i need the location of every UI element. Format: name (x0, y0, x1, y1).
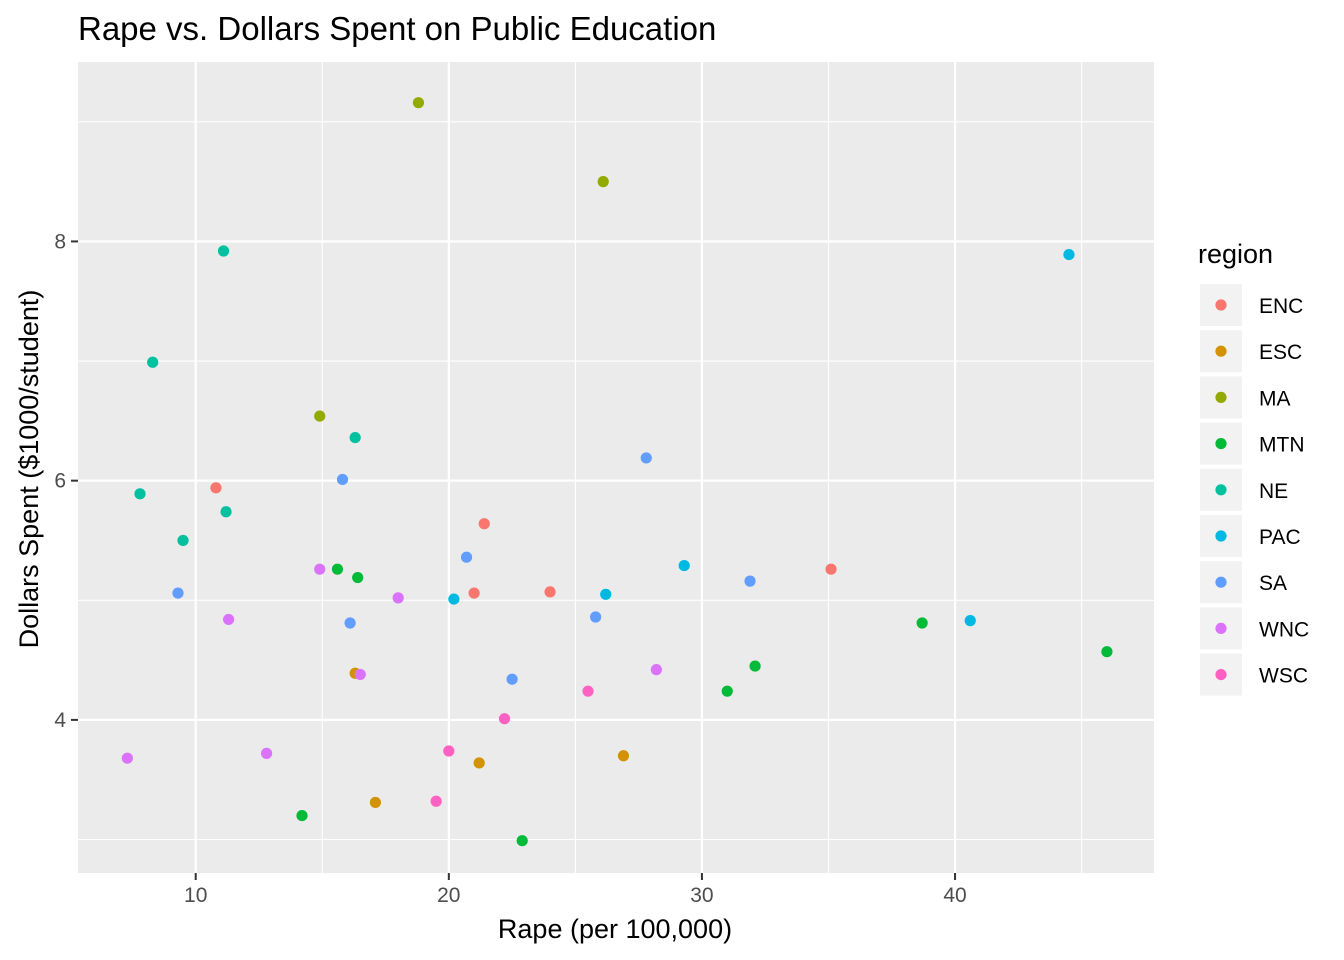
legend-key-pac (1215, 530, 1227, 542)
data-point-ne (177, 534, 189, 547)
data-point-pac (600, 588, 612, 600)
legend-label-ne: NE (1259, 480, 1288, 503)
legend-key-sa (1215, 576, 1227, 588)
legend-label-wnc: WNC (1259, 618, 1309, 641)
x-axis: 10 20 30 40 (184, 873, 967, 907)
data-point-wnc (314, 563, 326, 575)
x-axis-title: Rape (per 100,000) (498, 914, 732, 944)
legend-key-ne (1215, 484, 1227, 496)
legend-title: region (1198, 239, 1273, 269)
data-point-wnc (121, 752, 133, 764)
data-point-wnc (223, 613, 235, 626)
data-point-sa (460, 551, 473, 563)
data-point-ne (217, 245, 230, 257)
y-tick-label: 6 (54, 470, 66, 493)
panel-background (78, 62, 1154, 873)
data-point-sa (506, 673, 518, 685)
x-tick-label: 30 (690, 884, 713, 907)
data-point-esc (473, 757, 485, 769)
x-tick-label: 20 (437, 884, 460, 907)
legend-key-enc (1215, 299, 1227, 311)
data-point-mtn (916, 617, 928, 629)
legend-label-esc: ESC (1259, 341, 1302, 364)
legend-label-ma: MA (1259, 387, 1291, 410)
legend-label-pac: PAC (1259, 526, 1301, 549)
data-point-ne (220, 506, 232, 518)
data-point-ne (147, 356, 159, 368)
data-point-wnc (260, 747, 273, 759)
data-point-mtn (721, 685, 733, 697)
data-point-mtn (296, 809, 308, 822)
data-point-sa (336, 473, 349, 486)
data-point-pac (678, 559, 690, 572)
y-axis-title: Dollars Spent ($1000/student) (14, 290, 44, 649)
y-tick-label: 8 (54, 230, 66, 253)
data-point-esc (617, 750, 630, 762)
data-point-wnc (392, 592, 404, 604)
data-point-enc (478, 518, 490, 530)
data-point-pac (1063, 248, 1075, 261)
data-point-mtn (352, 571, 364, 584)
data-points (121, 97, 1113, 847)
y-axis: 4 6 8 (54, 230, 78, 732)
data-point-ma (412, 97, 425, 109)
legend-key-ma (1215, 391, 1227, 403)
data-point-pac (448, 593, 460, 605)
data-point-wsc (582, 685, 594, 697)
data-point-ma (314, 410, 326, 422)
x-tick-label: 10 (184, 884, 207, 907)
chart-title: Rape vs. Dollars Spent on Public Educati… (78, 10, 716, 47)
data-point-enc (210, 482, 222, 494)
data-point-ne (134, 488, 146, 500)
data-point-sa (640, 452, 652, 464)
legend-key-wnc (1215, 622, 1227, 635)
data-point-ma (597, 176, 609, 188)
data-point-wnc (354, 668, 366, 681)
data-point-sa (590, 611, 602, 623)
data-point-ne (349, 431, 361, 444)
x-tick-label: 40 (943, 884, 966, 907)
legend-label-enc: ENC (1259, 295, 1303, 318)
data-point-mtn (749, 660, 761, 672)
data-point-sa (744, 575, 756, 587)
data-point-wsc (443, 745, 455, 757)
legend-key-esc (1215, 345, 1227, 357)
data-point-sa (344, 617, 356, 629)
data-point-mtn (331, 563, 344, 575)
legend: region ENC ESC MA MTN NE PAC SA WNC WSC (1198, 239, 1309, 696)
data-point-esc (369, 796, 382, 809)
plot-panel (78, 62, 1154, 873)
data-point-enc (825, 563, 837, 575)
data-point-mtn (1101, 646, 1113, 658)
legend-label-mtn: MTN (1259, 434, 1305, 457)
data-point-mtn (516, 835, 528, 847)
data-point-wsc (430, 795, 442, 807)
data-point-enc (544, 586, 556, 598)
y-tick-label: 4 (54, 709, 66, 732)
data-point-enc (468, 587, 480, 599)
data-point-wnc (650, 664, 662, 676)
legend-key-mtn (1215, 438, 1227, 450)
data-point-pac (964, 615, 976, 627)
data-point-wsc (498, 713, 511, 725)
legend-key-wsc (1215, 669, 1227, 681)
legend-label-sa: SA (1259, 572, 1287, 595)
data-point-sa (172, 587, 184, 599)
legend-label-wsc: WSC (1259, 665, 1308, 688)
